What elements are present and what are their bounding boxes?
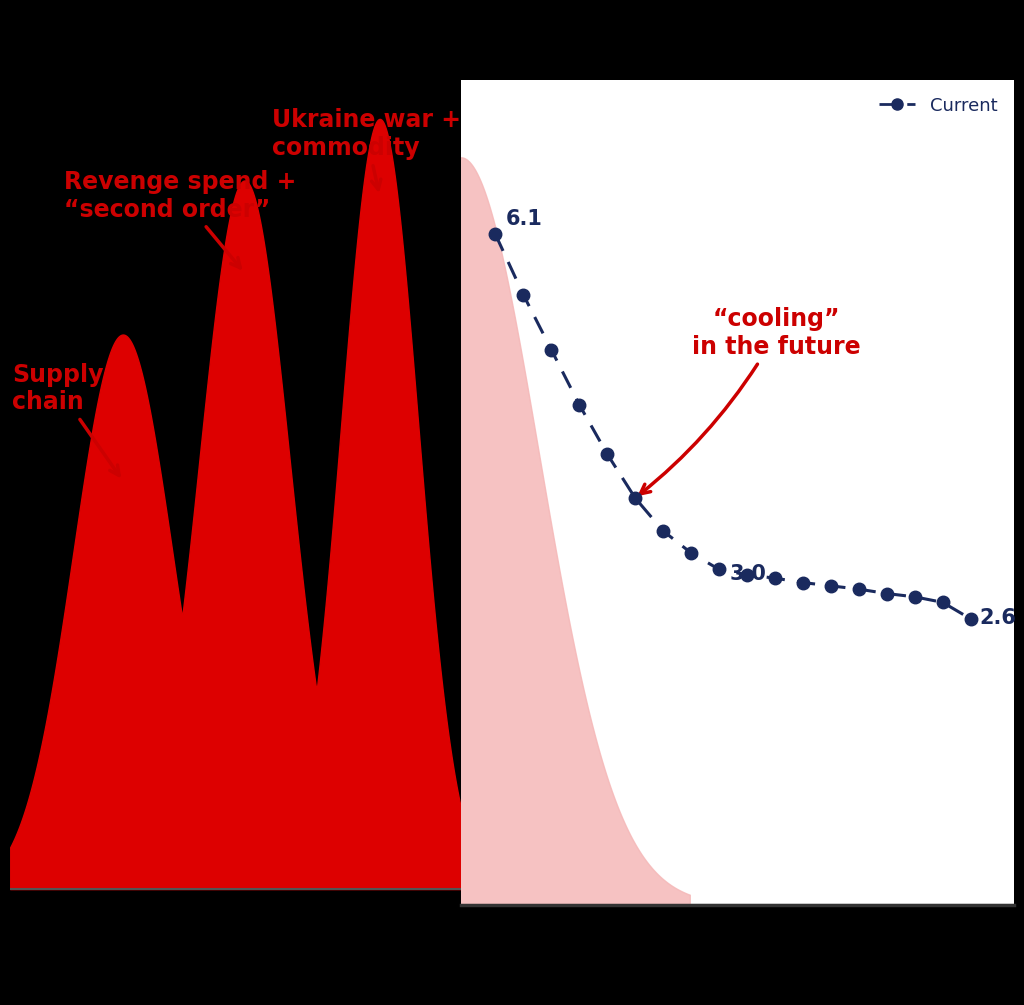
Text: Ukraine war +
commodity: Ukraine war + commodity: [271, 109, 461, 189]
Text: Supply
chain: Supply chain: [12, 363, 119, 475]
Legend: Current: Current: [872, 89, 1005, 122]
Text: 3.0: 3.0: [730, 565, 767, 584]
Text: 2.6: 2.6: [979, 608, 1016, 628]
Text: 6.1: 6.1: [506, 209, 543, 229]
Text: “cooling”
in the future: “cooling” in the future: [640, 308, 860, 493]
X-axis label: Tenor: Tenor: [709, 942, 766, 961]
Text: Revenge spend +
“second order”: Revenge spend + “second order”: [65, 170, 297, 267]
